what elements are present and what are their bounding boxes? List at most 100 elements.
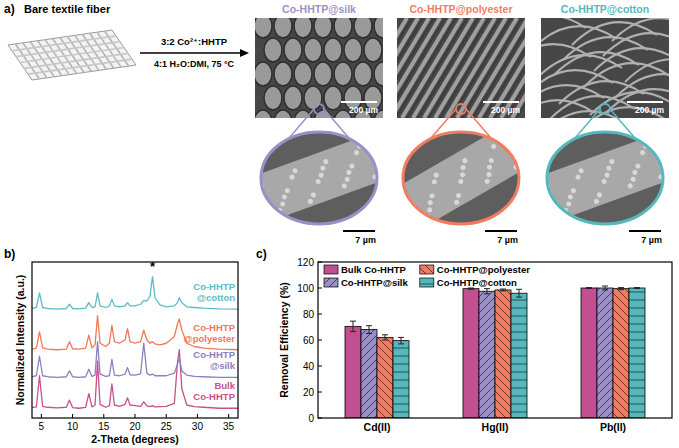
error-stem xyxy=(401,337,402,344)
fiber-grain xyxy=(541,189,547,195)
fabric-thread xyxy=(24,53,128,68)
y-tick-label: 100 xyxy=(297,283,314,294)
fiber-grain xyxy=(565,201,571,207)
error-cap xyxy=(516,289,522,290)
x-tick xyxy=(72,414,73,418)
error-stem xyxy=(519,289,520,297)
sem-texture xyxy=(255,62,272,86)
label-line: Co-HHTP xyxy=(193,349,235,360)
fiber-grain xyxy=(632,169,638,175)
zoom-spot xyxy=(456,104,466,114)
sem-image xyxy=(255,18,383,118)
label-line: @polyester xyxy=(183,333,235,344)
xrd-trace xyxy=(32,316,238,350)
fiber-grain xyxy=(670,140,676,146)
sem-texture xyxy=(625,59,669,82)
x-tick-label: 25 xyxy=(161,421,173,432)
scale-bar xyxy=(629,230,661,232)
fiber-grain xyxy=(384,140,390,146)
fiber-grain xyxy=(353,149,359,155)
bar xyxy=(479,291,495,418)
fiber-grain xyxy=(536,203,542,209)
sem-texture xyxy=(274,18,292,38)
x-tick-label: 10 xyxy=(67,421,79,432)
sem-texture xyxy=(462,18,522,118)
y-tick xyxy=(318,288,322,289)
plot-frame xyxy=(32,262,238,418)
legend-label: Bulk Co-HHTP xyxy=(341,264,407,275)
fiber-grain xyxy=(570,187,576,193)
bar xyxy=(581,288,597,418)
bar xyxy=(495,290,511,418)
fiber-grain xyxy=(488,157,495,164)
fabric-thread xyxy=(12,36,116,51)
fiber-grain xyxy=(310,192,316,198)
sem-texture xyxy=(264,38,282,62)
fiber-grain xyxy=(349,163,355,169)
y-tick-label: 20 xyxy=(303,387,315,398)
sem-bg xyxy=(397,18,525,118)
sem-texture xyxy=(374,62,383,86)
legend-swatch xyxy=(420,265,434,274)
scale-bar xyxy=(627,101,663,103)
fiber-grain xyxy=(517,143,524,150)
bar xyxy=(393,341,409,418)
bar xyxy=(511,293,527,418)
error-stem xyxy=(369,326,370,334)
fiber-grain xyxy=(630,176,636,182)
fiber-grain xyxy=(627,183,633,189)
sem-texture xyxy=(304,38,322,62)
label-line: Co-HHTP xyxy=(193,391,235,402)
bar xyxy=(597,288,613,418)
error-bar xyxy=(350,321,356,331)
legend-label: Co-HHTP@polyester xyxy=(437,264,530,275)
conditions-label: 4:1 H₂O:DMI, 75 °C xyxy=(154,59,235,69)
sem-texture xyxy=(324,38,342,62)
sample-label: Co-HHTP@cotton xyxy=(561,3,649,15)
fiber-grain xyxy=(635,163,641,169)
fiber-grain xyxy=(455,192,462,199)
scale-bar xyxy=(485,230,517,232)
sem-texture xyxy=(364,38,382,62)
error-cap xyxy=(586,288,592,289)
error-cap xyxy=(602,289,608,290)
y-tick-label: 80 xyxy=(303,309,315,320)
sem-texture xyxy=(429,18,489,118)
fiber-grain xyxy=(567,194,573,200)
sem-image xyxy=(541,18,669,118)
sem-texture xyxy=(334,18,352,38)
sem-texture xyxy=(264,86,282,110)
sem-detail xyxy=(226,125,412,232)
scale-label: 200 µm xyxy=(349,105,378,115)
error-cap xyxy=(500,290,506,291)
fiber-grain xyxy=(457,178,464,185)
fiber-grain xyxy=(307,198,313,204)
sem-texture xyxy=(590,92,669,115)
fiber-grain xyxy=(596,192,602,198)
error-bar xyxy=(602,286,608,290)
plot-area xyxy=(32,277,238,409)
y-tick-label: 40 xyxy=(303,361,315,372)
zoom-frame xyxy=(261,132,377,224)
sem-texture xyxy=(255,110,272,118)
sample-label: Co-HHTP@polyester xyxy=(409,3,512,15)
label-line: Co-HHTP xyxy=(193,322,235,333)
y-axis-title: Normalized Intensity (a.u.) xyxy=(14,275,26,406)
fiber-grain xyxy=(539,196,545,202)
fabric xyxy=(8,30,136,80)
fiber-grain xyxy=(427,199,434,206)
bar xyxy=(377,337,393,418)
series-label: Co-HHTP@cotton xyxy=(193,281,235,303)
fiber-grain xyxy=(609,158,615,164)
fiber-grain xyxy=(519,129,526,136)
error-bar xyxy=(516,289,522,297)
sem-texture xyxy=(407,18,467,118)
zoom-spot xyxy=(600,104,610,114)
sem-texture xyxy=(324,86,342,110)
figure: a)Bare textile fiber3:2 Co²⁺:HHTP4:1 H₂O… xyxy=(0,0,679,448)
fiber-grain xyxy=(486,164,493,171)
fiber-grain xyxy=(433,172,440,179)
error-cap xyxy=(634,287,640,288)
fiber-grain xyxy=(578,168,584,174)
fiber-grain xyxy=(382,147,388,153)
